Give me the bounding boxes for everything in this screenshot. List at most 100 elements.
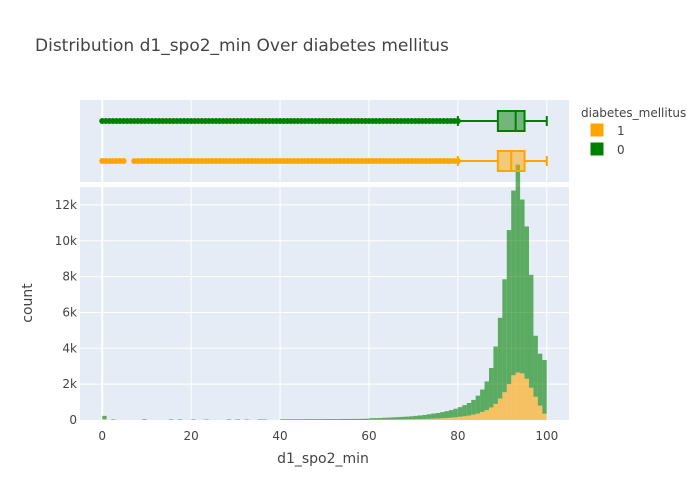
histogram-bar-0	[529, 275, 533, 388]
histogram-bar-1	[405, 419, 409, 420]
histogram-bar-0	[422, 415, 426, 419]
legend-swatch-1[interactable]	[591, 124, 603, 136]
histogram-bar-0	[102, 416, 106, 419]
histogram-bar-1	[458, 417, 462, 420]
histogram-bar-0	[511, 191, 515, 376]
histogram-bar-1	[516, 373, 520, 420]
histogram-bar-0	[356, 419, 360, 420]
histogram-bar-1	[471, 415, 475, 420]
histogram-bar-0	[507, 230, 511, 384]
x-tick-label: 100	[535, 429, 558, 443]
histogram-bar-0	[325, 419, 329, 420]
legend-label-0[interactable]: 0	[617, 143, 625, 157]
histogram-bar-0	[351, 419, 355, 420]
histogram-bar-1	[533, 397, 537, 420]
legend: diabetes_mellitus 1 0	[581, 106, 686, 157]
histogram-bar-0	[316, 419, 320, 420]
histogram-bar-1	[476, 414, 480, 420]
histogram-bar-0	[400, 417, 404, 420]
histogram-bar-0	[520, 200, 524, 374]
histogram-bar-1	[485, 410, 489, 420]
box-0	[498, 111, 525, 131]
histogram-bar-0	[409, 416, 413, 419]
histogram-bar-1	[453, 417, 457, 420]
histogram-bar-0	[333, 419, 337, 420]
histogram-bar-0	[525, 226, 529, 378]
histogram-bar-0	[373, 418, 377, 420]
histogram-bar-0	[467, 403, 471, 416]
histogram-bar-0	[533, 336, 537, 397]
histogram-bar-0	[365, 419, 369, 420]
y-tick-label: 12k	[55, 198, 77, 212]
histogram-bar-0	[227, 419, 231, 420]
histogram-bar-0	[485, 381, 489, 410]
histogram-bar-0	[458, 407, 462, 417]
histogram-bar-0	[418, 415, 422, 419]
histogram-bar-1	[538, 406, 542, 420]
histogram-bar-1	[409, 419, 413, 420]
y-tick-label: 0	[69, 413, 77, 427]
histogram-bar-1	[391, 419, 395, 420]
histogram-bar-0	[302, 419, 306, 420]
y-tick-label: 2k	[62, 377, 77, 391]
histogram-bar-1	[529, 388, 533, 420]
histogram-bar-0	[360, 419, 364, 420]
histogram-bar-0	[413, 416, 417, 419]
histogram-bar-1	[511, 375, 515, 420]
histogram-bar-0	[369, 418, 373, 419]
histogram-bar-0	[329, 419, 333, 420]
legend-swatch-0[interactable]	[591, 143, 603, 155]
outlier-point-1	[121, 158, 127, 164]
histogram-bar-0	[258, 419, 262, 420]
histogram-bar-0	[396, 417, 400, 419]
histogram-bar-1	[431, 419, 435, 420]
histogram-bar-1	[427, 419, 431, 420]
histogram-bar-1	[418, 419, 422, 420]
x-tick-label: 40	[272, 429, 287, 443]
histogram-bar-1	[520, 373, 524, 420]
histogram-bar-0	[311, 419, 315, 420]
chart-title: Distribution d1_spo2_min Over diabetes m…	[35, 36, 449, 56]
y-axis-label: count	[20, 283, 36, 323]
histogram-bar-0	[280, 419, 284, 420]
histogram-bar-0	[142, 419, 146, 420]
histogram-bar-0	[538, 354, 542, 406]
x-tick-label: 60	[361, 429, 376, 443]
histogram-bar-0	[111, 419, 115, 420]
histogram-bar-0	[289, 419, 293, 420]
legend-label-1[interactable]: 1	[617, 124, 625, 138]
histogram-bar-0	[431, 414, 435, 419]
histogram-bar-0	[471, 400, 475, 415]
histogram-bar-0	[542, 360, 546, 414]
histogram-bar-0	[391, 417, 395, 419]
histogram-bar-1	[422, 419, 426, 420]
histogram-bar-0	[342, 419, 346, 420]
histogram-bar-1	[498, 398, 502, 420]
histogram-bar-0	[427, 414, 431, 418]
histogram-bar-1	[413, 419, 417, 420]
histogram-bar-1	[493, 404, 497, 420]
x-tick-label: 20	[183, 429, 198, 443]
histogram-bar-0	[440, 412, 444, 418]
histogram-bar-1	[489, 407, 493, 420]
histogram-bar-1	[445, 418, 449, 420]
x-axis-label: d1_spo2_min	[277, 451, 369, 467]
histogram-bar-0	[489, 368, 493, 407]
histogram-bar-1	[102, 419, 106, 420]
histogram-bar-1	[467, 416, 471, 420]
histogram-bar-0	[347, 419, 351, 420]
histogram-bar-1	[400, 419, 404, 420]
histogram-bar-0	[493, 347, 497, 404]
histogram-bar-1	[507, 384, 511, 420]
histogram-bar-0	[405, 417, 409, 420]
histogram-bar-0	[498, 318, 502, 399]
histogram-bar-0	[298, 419, 302, 420]
histogram-bar-0	[378, 418, 382, 420]
y-tick-label: 10k	[55, 234, 77, 248]
histogram-bar-0	[382, 418, 386, 420]
histogram-bar-0	[262, 419, 266, 420]
histogram-bar-0	[436, 413, 440, 418]
histogram-bar-1	[502, 392, 506, 420]
histogram-bar-1	[525, 379, 529, 420]
